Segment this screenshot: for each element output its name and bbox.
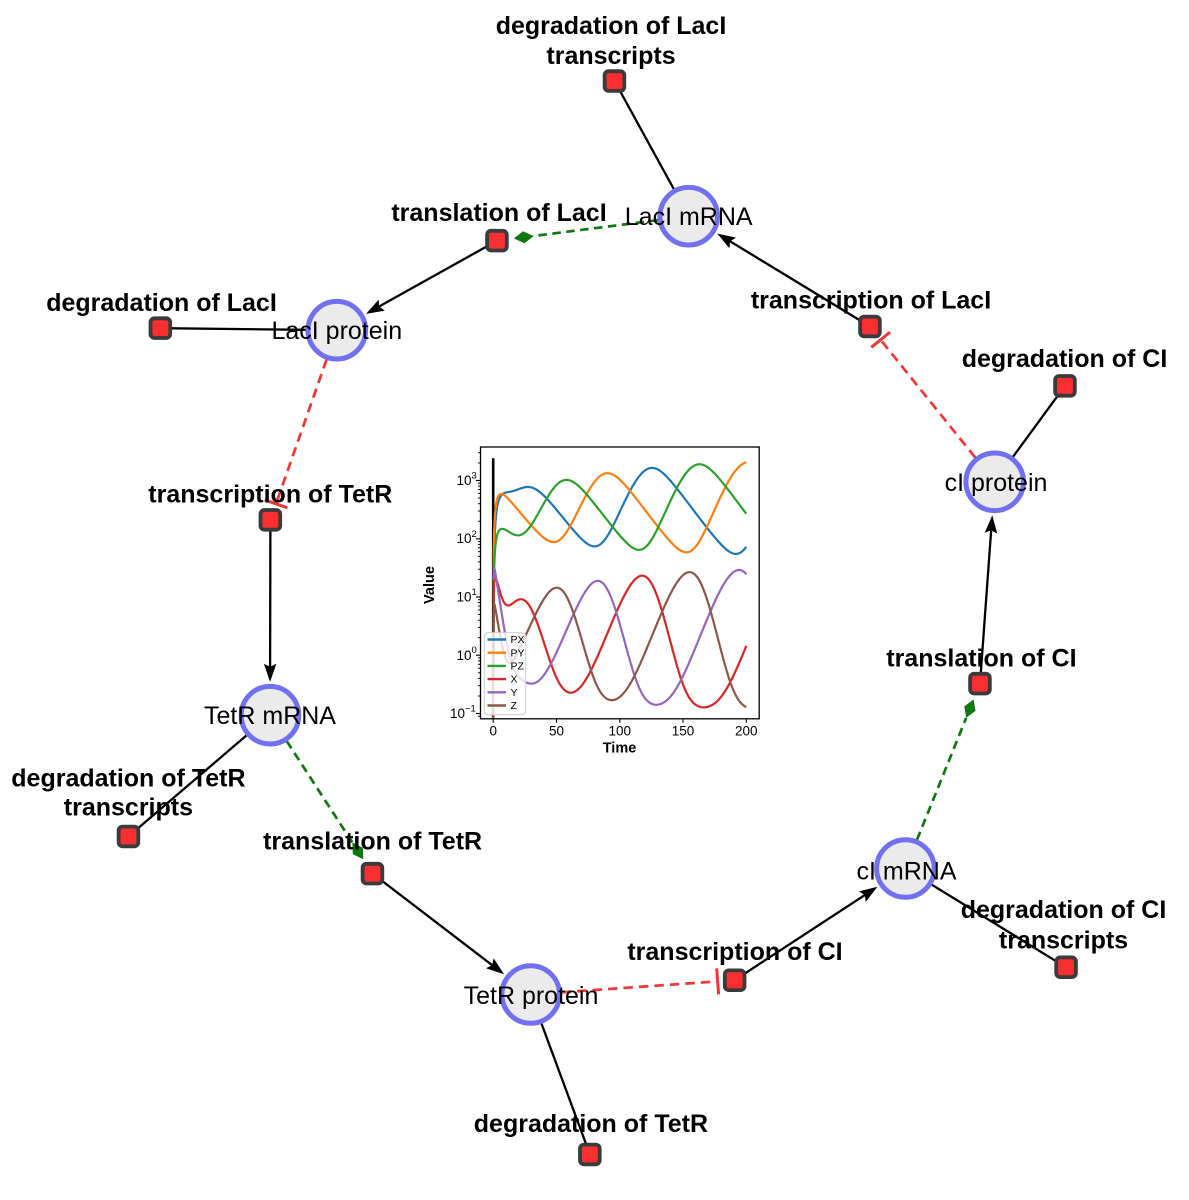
svg-text:transcription of LacI: transcription of LacI [751,287,991,315]
svg-text:0: 0 [489,723,497,738]
svg-text:PX: PX [511,634,525,646]
svg-text:10: 10 [456,531,471,546]
svg-text:200: 200 [735,723,758,738]
svg-text:degradation of CI: degradation of CI [961,896,1167,924]
svg-text:3: 3 [472,471,477,482]
svg-text:LacI mRNA: LacI mRNA [625,203,753,231]
svg-text:X: X [511,674,518,686]
svg-text:50: 50 [549,723,564,738]
svg-text:Z: Z [511,700,518,712]
svg-text:150: 150 [672,723,695,738]
svg-text:10: 10 [456,648,471,663]
svg-text:transcription of TetR: transcription of TetR [148,481,392,509]
svg-text:translation of LacI: translation of LacI [391,199,606,227]
svg-text:degradation of LacI: degradation of LacI [46,289,277,317]
svg-text:PY: PY [511,647,525,659]
svg-text:translation of TetR: translation of TetR [263,827,482,855]
svg-text:transcripts: transcripts [999,926,1128,954]
svg-text:10: 10 [456,590,471,605]
svg-text:10: 10 [450,706,465,721]
svg-text:10: 10 [456,473,471,488]
svg-text:translation of CI: translation of CI [886,645,1076,673]
svg-text:LacI protein: LacI protein [271,317,402,345]
svg-text:transcripts: transcripts [64,794,193,822]
svg-text:Value: Value [422,566,438,604]
svg-text:Time: Time [603,741,637,757]
svg-text:100: 100 [609,723,632,738]
svg-text:cI protein: cI protein [945,469,1048,497]
svg-text:2: 2 [472,529,477,540]
svg-text:−1: −1 [465,704,476,715]
svg-text:1: 1 [472,587,477,598]
svg-text:degradation of TetR: degradation of TetR [474,1110,708,1138]
svg-text:transcripts: transcripts [546,42,675,70]
svg-text:PZ: PZ [511,661,525,673]
svg-text:TetR mRNA: TetR mRNA [204,702,336,730]
svg-text:cI mRNA: cI mRNA [857,858,957,886]
svg-text:transcription of CI: transcription of CI [627,938,842,966]
svg-text:degradation of CI: degradation of CI [962,345,1168,373]
svg-text:Y: Y [511,687,518,699]
svg-text:degradation of TetR: degradation of TetR [11,765,245,793]
svg-text:TetR protein: TetR protein [464,982,599,1010]
svg-text:degradation of LacI: degradation of LacI [496,12,727,40]
svg-text:0: 0 [472,645,477,656]
